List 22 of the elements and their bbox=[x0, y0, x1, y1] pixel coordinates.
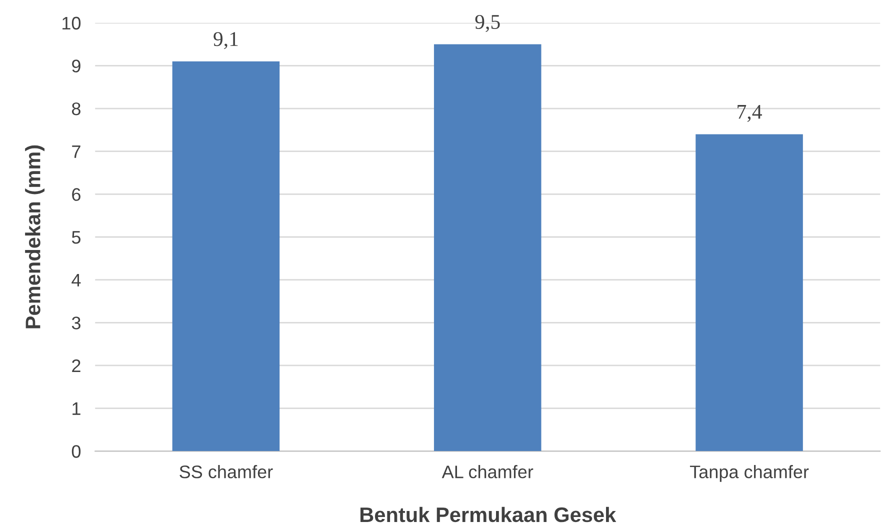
y-tick-label: 4 bbox=[72, 274, 81, 286]
y-tick-label: 2 bbox=[72, 359, 80, 372]
y-tick-label: 10 bbox=[62, 16, 81, 30]
y-axis-title: Pemendekan (mm) bbox=[25, 145, 44, 328]
data-label: 9,5 bbox=[475, 14, 500, 32]
y-tick-label: 8 bbox=[72, 102, 80, 116]
y-tick-label: 7 bbox=[72, 145, 80, 158]
data-label: 7,4 bbox=[738, 104, 762, 122]
bar bbox=[696, 134, 803, 452]
x-tick-label: SS chamfer bbox=[180, 465, 273, 478]
y-tick-label: 0 bbox=[72, 445, 81, 458]
bar bbox=[434, 44, 542, 452]
y-tick-label: 1 bbox=[72, 402, 80, 415]
x-axis-title: Bentuk Permukaan Gesek bbox=[360, 506, 616, 522]
y-tick-label: 3 bbox=[72, 316, 80, 330]
x-tick-label: AL chamfer bbox=[442, 465, 534, 478]
x-tick-label: Tanpa chamfer bbox=[690, 465, 809, 482]
y-tick-label: 6 bbox=[72, 188, 80, 201]
y-tick-label: 5 bbox=[72, 231, 80, 244]
y-tick-label: 9 bbox=[72, 60, 80, 72]
bar bbox=[172, 61, 280, 452]
data-label: 9,1 bbox=[214, 32, 238, 50]
